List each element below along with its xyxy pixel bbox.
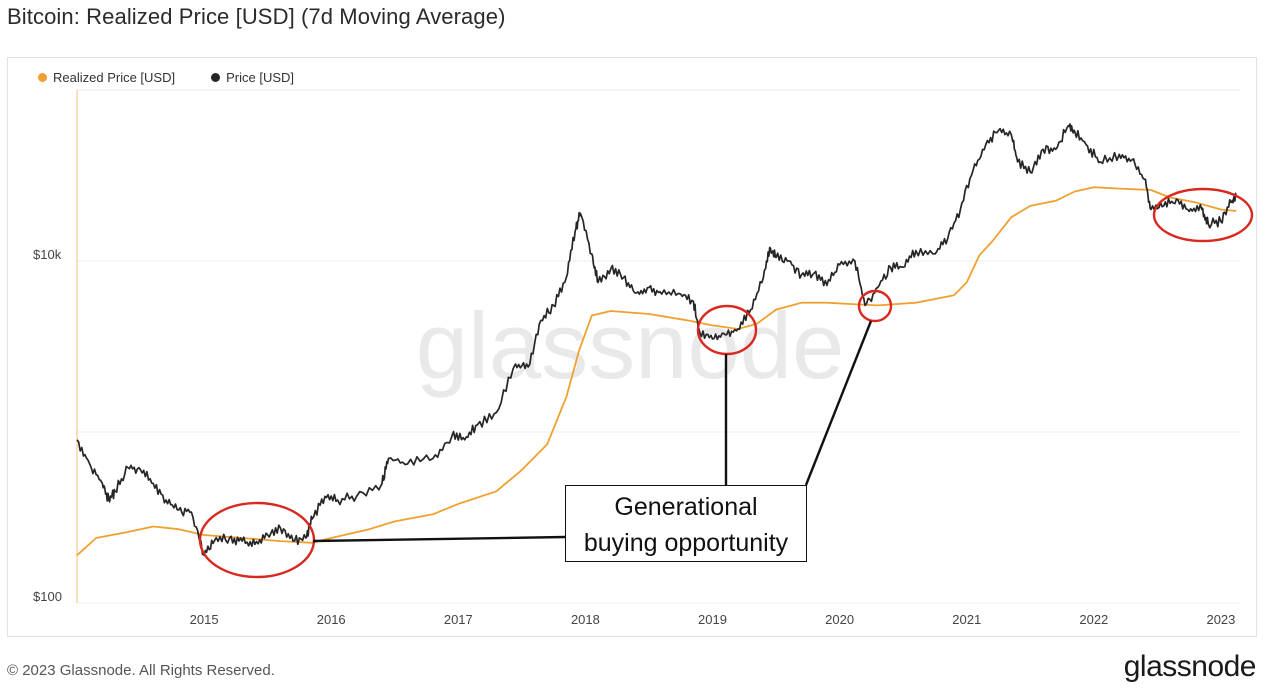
annotation-line-2: buying opportunity	[583, 529, 789, 557]
x-tick-label: 2020	[825, 612, 854, 627]
highlight-circle	[1152, 187, 1254, 243]
annotation-box: Generational buying opportunity	[565, 485, 807, 562]
x-tick-label: 2022	[1079, 612, 1108, 627]
glassnode-logo[interactable]: glassnode	[1123, 650, 1257, 683]
pointer-line	[312, 535, 566, 543]
legend: Realized Price [USD] Price [USD]	[38, 70, 294, 85]
x-tick-label: 2016	[317, 612, 346, 627]
highlight-circle	[857, 289, 893, 323]
series-line-realized-price	[76, 186, 1237, 556]
series-line-price	[76, 123, 1238, 557]
legend-label-realized-price: Realized Price [USD]	[53, 70, 176, 85]
x-tick-label: 2021	[952, 612, 981, 627]
x-tick-label: 2017	[444, 612, 473, 627]
x-tick-label: 2015	[190, 612, 219, 627]
annotation-line-1: Generational	[614, 493, 758, 521]
copyright-footer: © 2023 Glassnode. All Rights Reserved.	[7, 662, 275, 679]
y-tick-label: $100	[33, 589, 62, 604]
y-tick-label: $10k	[33, 247, 62, 262]
legend-label-price: Price [USD]	[226, 70, 295, 85]
legend-dot-price-icon	[211, 73, 221, 82]
legend-item-price[interactable]: Price [USD]	[211, 70, 294, 85]
watermark-text: glassnode	[416, 293, 845, 398]
x-tick-label: 2023	[1206, 612, 1235, 627]
legend-item-realized-price[interactable]: Realized Price [USD]	[38, 70, 175, 85]
x-tick-label: 2019	[698, 612, 727, 627]
legend-dot-realized-icon	[38, 73, 47, 82]
pointer-line	[804, 320, 873, 486]
chart-title: Bitcoin: Realized Price [USD] (7d Moving…	[7, 4, 506, 29]
x-tick-label: 2018	[571, 612, 600, 627]
